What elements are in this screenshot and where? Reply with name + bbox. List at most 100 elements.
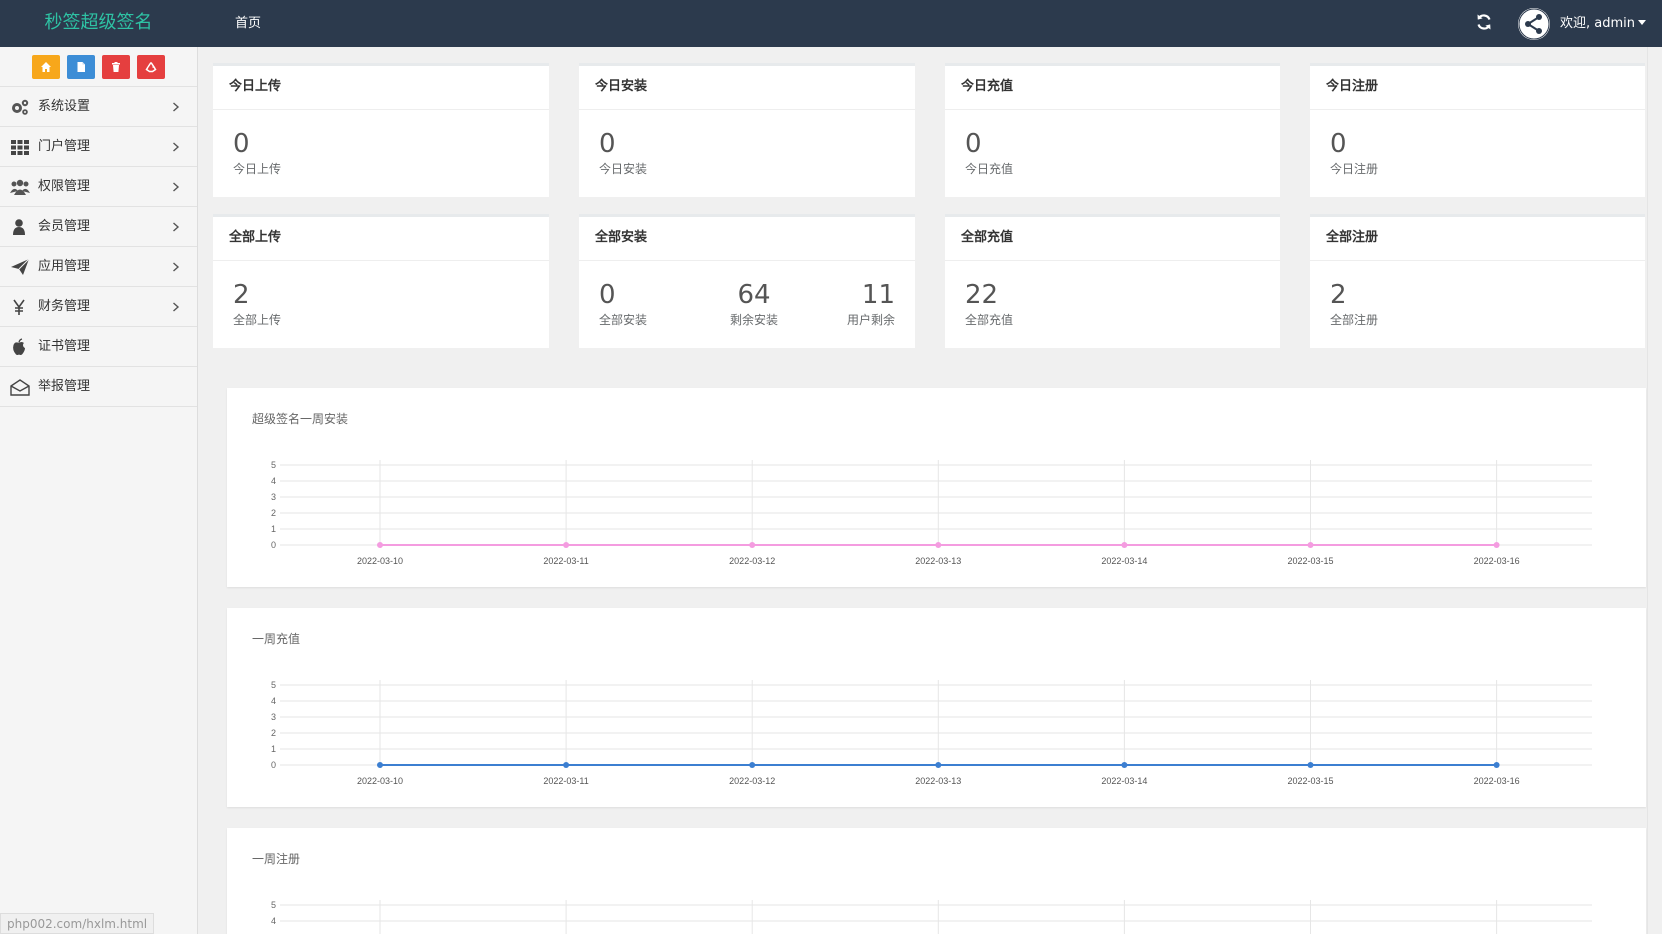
stat-card-today-register: 今日注册 0 今日注册 [1310, 63, 1645, 197]
trash-button[interactable] [102, 55, 131, 79]
x-tick-label: 2022-03-13 [915, 776, 961, 786]
stat-value-user-remaining: 11 [861, 280, 895, 310]
brand-logo-text[interactable]: 秒签超级签名 [44, 12, 153, 33]
y-tick-label: 3 [271, 492, 276, 502]
x-tick-label: 2022-03-10 [357, 776, 403, 786]
sidebar-item-members[interactable]: 会员管理 [0, 207, 197, 247]
data-point [377, 762, 383, 768]
nav-home-link[interactable]: 首页 [235, 16, 262, 31]
data-point [749, 542, 756, 548]
y-tick-label: 0 [271, 540, 276, 550]
stat-label: 今日上传 [233, 162, 282, 176]
stat-label: 今日安装 [599, 162, 648, 176]
gears-icon [12, 99, 29, 115]
sidebar-item-label: 证书管理 [38, 339, 91, 354]
data-point [1493, 762, 1500, 768]
card-title: 全部注册 [1310, 217, 1645, 261]
card-title: 今日充值 [945, 66, 1280, 110]
chevron-right-icon [173, 142, 180, 152]
chevron-right-icon [173, 182, 180, 192]
sidebar-item-finance[interactable]: 财务管理 [0, 287, 197, 327]
file-button[interactable] [66, 55, 95, 79]
chart-title: 超级签名一周安装 [252, 412, 349, 426]
recycle-icon [145, 62, 157, 73]
sidebar-item-apps[interactable]: 应用管理 [0, 247, 197, 287]
sidebar-item-label: 权限管理 [38, 179, 91, 194]
scrollbar[interactable] [1647, 47, 1662, 934]
x-tick-label: 2022-03-16 [1474, 556, 1520, 566]
stat-value: 0 [599, 280, 616, 310]
stat-card-today-recharge: 今日充值 0 今日充值 [945, 63, 1280, 197]
apple-icon [13, 338, 25, 355]
card-title: 今日注册 [1310, 66, 1645, 110]
data-point [563, 542, 570, 548]
y-tick-label: 3 [271, 712, 276, 722]
y-tick-label: 1 [271, 744, 276, 754]
stat-value-remaining: 64 [737, 280, 771, 310]
quick-actions [0, 47, 197, 87]
welcome-text: 欢迎, admin [1560, 16, 1635, 31]
chart-panel-weekly-install: 超级签名一周安装 0 1 2 3 4 5 2022-03-10 2022-03-11 2022-… [227, 388, 1646, 587]
sidebar-item-label: 举报管理 [38, 379, 91, 394]
trash-icon [112, 62, 121, 72]
envelope-open-icon [10, 379, 30, 396]
recycle-button[interactable] [137, 55, 166, 79]
stat-label: 全部注册 [1330, 313, 1379, 327]
sidebar-item-portal[interactable]: 门户管理 [0, 127, 197, 167]
x-tick-label: 2022-03-12 [729, 556, 775, 566]
caret-down-icon [1638, 20, 1646, 25]
data-point [1307, 542, 1314, 548]
card-title: 全部充值 [945, 217, 1280, 261]
sidebar-item-label: 系统设置 [38, 99, 91, 114]
chevron-right-icon [173, 222, 180, 232]
stat-value: 0 [233, 129, 250, 159]
stat-card-today-install: 今日安装 0 今日安装 [579, 63, 915, 197]
card-title: 全部安装 [579, 217, 915, 261]
sidebar-item-label: 会员管理 [38, 219, 91, 234]
x-tick-label: 2022-03-14 [1101, 556, 1147, 566]
card-title: 今日上传 [213, 66, 549, 110]
data-point [563, 762, 570, 768]
data-point [1121, 762, 1128, 768]
x-tick-label: 2022-03-16 [1474, 776, 1520, 786]
weekly-register-chart: 45 [271, 900, 1592, 934]
home-button[interactable] [31, 55, 60, 79]
stat-label-remaining: 剩余安装 [729, 313, 778, 327]
x-tick-label: 2022-03-13 [915, 556, 961, 566]
sidebar-item-system-settings[interactable]: 系统设置 [0, 87, 197, 127]
data-point [935, 542, 942, 548]
users-icon [10, 179, 30, 195]
data-point [1493, 542, 1500, 548]
stat-value: 2 [1330, 280, 1347, 310]
sidebar-item-reports[interactable]: 举报管理 [0, 367, 197, 407]
stat-value: 0 [1330, 129, 1347, 159]
sidebar-item-certificates[interactable]: 证书管理 [0, 327, 197, 367]
sidebar-item-label: 财务管理 [38, 299, 91, 314]
chart-panel-weekly-recharge: 一周充值 0 1 2 3 4 5 2022-03-10 2022-03-11 2022-03-1… [227, 608, 1646, 807]
y-tick-label: 4 [271, 916, 276, 926]
share-network-icon[interactable] [1518, 8, 1550, 40]
stat-label: 全部安装 [599, 313, 648, 327]
y-tick-label: 5 [271, 900, 276, 910]
user-menu-toggle[interactable]: 欢迎, admin [1560, 0, 1646, 47]
stat-label-user-remaining: 用户剩余 [846, 313, 895, 327]
y-tick-label: 2 [271, 508, 276, 518]
stat-value: 2 [233, 280, 250, 310]
refresh-icon[interactable] [1474, 12, 1494, 32]
data-point [749, 762, 756, 768]
sidebar-item-permissions[interactable]: 权限管理 [0, 167, 197, 207]
file-icon [77, 62, 85, 72]
sidebar-item-label: 门户管理 [38, 139, 91, 154]
x-tick-label: 2022-03-15 [1287, 776, 1333, 786]
top-navbar: 秒签超级签名 首页 欢迎, admin [0, 0, 1662, 47]
chart-title: 一周注册 [252, 852, 301, 866]
y-tick-label: 0 [271, 760, 276, 770]
yen-icon [13, 299, 25, 315]
x-tick-label: 2022-03-12 [729, 776, 775, 786]
chart-title: 一周充值 [252, 632, 301, 646]
chevron-right-icon [173, 302, 180, 312]
x-tick-label: 2022-03-10 [357, 556, 403, 566]
x-tick-label: 2022-03-15 [1287, 556, 1333, 566]
data-point [377, 542, 383, 548]
y-tick-label: 5 [271, 680, 276, 690]
